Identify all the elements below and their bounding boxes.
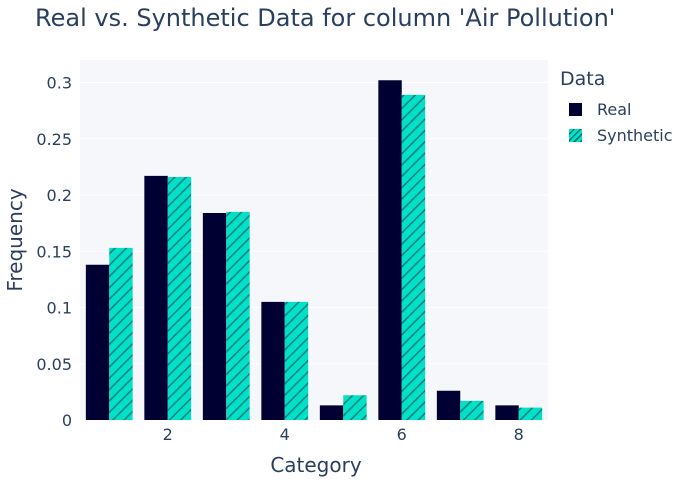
legend-label-synthetic: Synthetic [597, 125, 673, 145]
bar-real-4[interactable] [261, 301, 285, 420]
legend-swatch-synthetic [569, 128, 582, 142]
x-tick-label: 4 [280, 425, 290, 444]
bar-synthetic-5[interactable] [343, 395, 367, 420]
bar-synthetic-6[interactable] [401, 94, 426, 420]
y-tick-label: 0 [62, 411, 72, 430]
bar-synthetic-7[interactable] [460, 400, 484, 420]
bar-real-7[interactable] [436, 390, 461, 420]
x-tick-label: 8 [514, 425, 524, 444]
y-tick-label: 0.05 [36, 355, 72, 374]
bar-synthetic-4[interactable] [284, 301, 309, 420]
x-axis-ticks: 2 4 6 8 [163, 425, 524, 444]
legend-title: Data [560, 68, 606, 90]
x-tick-label: 2 [163, 425, 173, 444]
bar-real-1[interactable] [85, 264, 110, 420]
bar-real-8[interactable] [495, 405, 519, 420]
y-tick-label: 0.3 [47, 74, 72, 93]
y-tick-label: 0.1 [47, 299, 72, 318]
legend: Data Real Synthetic [560, 68, 673, 148]
bar-synthetic-1[interactable] [109, 247, 133, 420]
y-tick-label: 0.25 [36, 130, 72, 149]
y-axis-label: Frequency [3, 188, 27, 291]
bar-real-2[interactable] [144, 175, 168, 420]
bars [85, 80, 543, 420]
bar-synthetic-3[interactable] [226, 211, 250, 420]
legend-swatch-real [569, 102, 582, 116]
y-tick-label: 0.15 [36, 242, 72, 261]
bar-synthetic-8[interactable] [518, 407, 543, 420]
chart-title: Real vs. Synthetic Data for column 'Air … [35, 4, 616, 32]
legend-item-real[interactable]: Real [560, 96, 673, 122]
legend-label-real: Real [597, 99, 632, 119]
y-axis-ticks: 0 0.05 0.1 0.15 0.2 0.25 0.3 [36, 74, 72, 431]
legend-item-synthetic[interactable]: Synthetic [560, 122, 673, 148]
y-tick-label: 0.2 [47, 186, 72, 205]
x-axis-label: Category [270, 453, 362, 477]
bar-real-3[interactable] [202, 213, 227, 420]
bar-synthetic-2[interactable] [167, 177, 192, 420]
bar-real-5[interactable] [319, 405, 344, 420]
x-tick-label: 6 [397, 425, 407, 444]
bar-real-6[interactable] [378, 80, 402, 420]
